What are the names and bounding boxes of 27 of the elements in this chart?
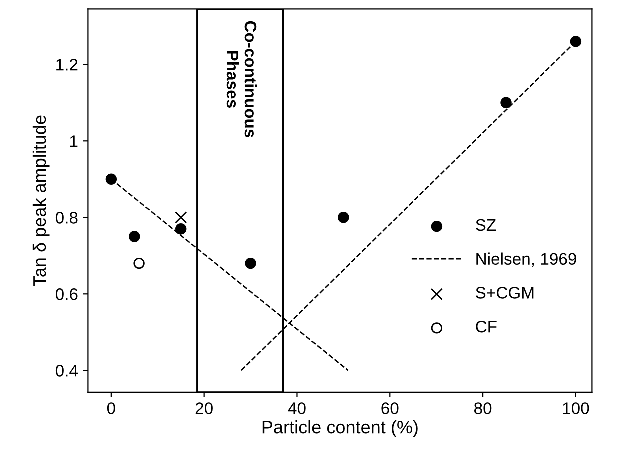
y-axis-title: Tan δ peak amplitude [32,116,50,286]
y-tick-label: 0.8 [56,212,78,224]
x-tick-label: 40 [288,402,306,414]
legend-label: Nielsen, 1969 [476,252,576,267]
y-tick-label: 0.6 [56,288,78,300]
legend-label: S+CGM [476,287,534,299]
y-tick-label: 0.4 [56,365,78,377]
x-tick-label: 60 [382,402,399,414]
band-label: Co-continuous Phases [226,21,258,138]
legend-label: SZ [476,219,496,232]
point [106,174,118,185]
point [500,97,512,108]
point [175,212,188,224]
y-tick-label: 1.2 [56,59,78,71]
point [245,258,256,270]
x-tick-label: 80 [474,402,492,414]
x-tick-label: 20 [196,402,213,414]
x-tick-label: 100 [563,402,590,414]
point [570,36,582,48]
y-tick-label: 1 [70,136,78,148]
point [134,258,145,270]
point [338,212,350,224]
point [175,224,187,235]
point [129,231,140,242]
legend-label: CF [476,320,497,333]
x-axis-title: Particle content (%) [262,420,418,438]
x-tick-label: 0 [107,402,116,414]
